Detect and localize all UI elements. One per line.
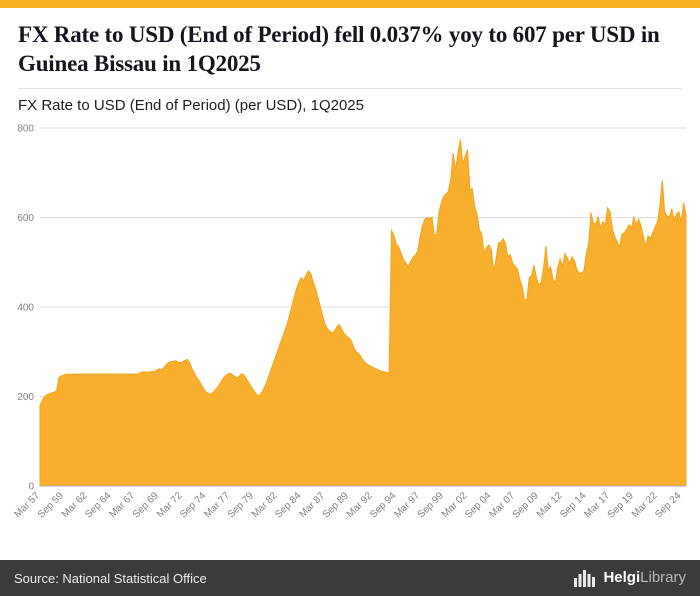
svg-text:Sep 59: Sep 59 (36, 490, 66, 520)
svg-text:Sep 64: Sep 64 (83, 490, 113, 520)
svg-text:200: 200 (17, 392, 34, 403)
svg-text:Sep 89: Sep 89 (321, 490, 351, 520)
chart-area: 0 200 400 600 800 Mar 57 Sep 59 Mar 62 Sep 64 Mar… (0, 116, 700, 560)
source-text: Source: National Statistical Office (14, 570, 207, 586)
footer-bar: Source: National Statistical Office Helg… (0, 560, 700, 596)
chart-subtitle: FX Rate to USD (End of Period) (per USD)… (18, 96, 364, 114)
svg-text:0: 0 (28, 481, 34, 492)
top-accent-bar (0, 0, 700, 8)
svg-text:Sep 74: Sep 74 (178, 490, 208, 520)
helgi-library-logo[interactable]: HelgiLibrary (574, 569, 686, 587)
svg-text:Sep 24: Sep 24 (653, 490, 683, 520)
svg-text:Sep 99: Sep 99 (416, 490, 446, 520)
header: FX Rate to USD (End of Period) fell 0.03… (0, 8, 700, 116)
svg-text:Sep 14: Sep 14 (558, 490, 588, 520)
svg-text:Sep 84: Sep 84 (273, 490, 303, 520)
logo-text: HelgiLibrary (603, 569, 686, 587)
svg-text:Sep 69: Sep 69 (131, 490, 161, 520)
svg-text:Sep 09: Sep 09 (511, 490, 541, 520)
helgi-bars-icon (574, 570, 596, 587)
svg-text:Sep 04: Sep 04 (463, 490, 493, 520)
svg-text:Sep 19: Sep 19 (606, 490, 636, 520)
chart-headline: FX Rate to USD (End of Period) fell 0.03… (18, 20, 682, 89)
svg-text:Sep 94: Sep 94 (368, 490, 398, 520)
logo-text-library: Library (640, 569, 686, 586)
svg-text:400: 400 (17, 302, 34, 313)
svg-text:800: 800 (17, 123, 34, 134)
svg-text:Sep 79: Sep 79 (226, 490, 256, 520)
svg-text:600: 600 (17, 213, 34, 224)
logo-text-helgi: Helgi (603, 569, 641, 586)
